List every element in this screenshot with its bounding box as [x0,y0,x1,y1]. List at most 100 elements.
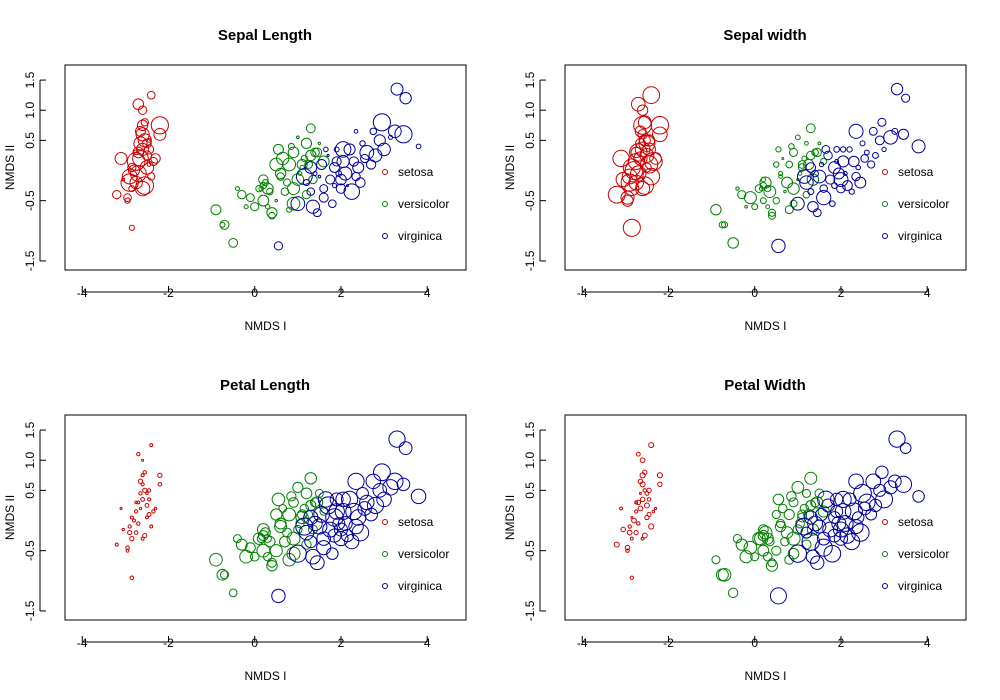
point-setosa [633,529,639,536]
point-setosa [642,86,661,104]
point-versicolor [296,135,300,140]
point-virginica [325,508,344,527]
point-setosa [128,224,135,231]
point-setosa [140,497,145,502]
point-versicolor [300,154,308,163]
point-versicolor [304,472,318,485]
point-virginica [832,521,849,538]
point-versicolor [767,208,777,217]
point-virginica [366,496,385,515]
point-versicolor [785,160,794,169]
point-virginica [331,182,338,189]
point-versicolor [765,204,771,210]
point-versicolor [735,186,740,191]
point-virginica [827,528,842,543]
point-virginica [859,140,866,147]
points-layer [607,82,926,254]
point-virginica [805,162,817,173]
point-virginica [819,184,828,193]
x-tick-label: 2 [838,286,845,300]
legend-marker [382,551,388,557]
point-setosa [639,481,646,488]
point-virginica [312,208,322,218]
point-setosa [153,127,167,141]
point-setosa [621,194,634,207]
point-versicolor [775,518,786,529]
point-virginica [890,82,904,96]
point-setosa [140,482,145,487]
point-versicolor [758,525,773,540]
point-setosa [146,90,156,100]
point-virginica [377,142,391,157]
point-setosa [630,146,642,159]
point-versicolor [710,204,722,216]
point-virginica [295,517,314,536]
point-versicolor [287,142,295,150]
point-setosa [146,162,152,167]
point-setosa [153,506,158,511]
point-virginica [365,473,382,490]
point-virginica [373,463,391,482]
point-virginica [771,238,786,254]
x-tick-label: -4 [77,286,88,300]
point-versicolor [791,481,805,494]
point-setosa [147,497,152,502]
point-versicolor [304,160,313,169]
point-virginica [883,130,898,145]
legend-marker [882,551,888,557]
point-virginica [271,588,286,604]
point-virginica [874,135,885,146]
point-setosa [635,451,641,457]
point-virginica [810,555,825,570]
point-setosa [146,488,152,493]
point-virginica [812,208,822,218]
point-virginica [881,146,887,153]
y-tick-label: -0.5 [23,540,37,561]
point-virginica [352,161,365,174]
point-virginica [344,533,360,550]
point-setosa [639,496,646,503]
point-versicolor [817,141,822,146]
point-setosa [127,162,137,173]
x-tick-label: -2 [163,636,174,650]
point-versicolor [743,540,758,555]
point-virginica [868,126,878,136]
point-virginica [875,465,889,479]
point-virginica [316,158,328,170]
point-versicolor [780,526,794,539]
x-axis-label: NMDS I [745,669,787,683]
point-virginica [373,134,386,147]
x-axis-label: NMDS I [745,319,787,333]
point-setosa [133,136,148,151]
point-setosa [136,119,149,132]
point-setosa [621,168,638,185]
point-virginica [833,146,841,153]
point-virginica [334,141,352,158]
point-setosa [631,96,646,112]
point-versicolor [805,123,816,134]
point-virginica [303,509,319,526]
y-tick-label: 0.5 [23,132,37,149]
point-virginica [803,510,818,525]
point-virginica [311,518,328,535]
point-versicolor [297,171,303,176]
point-versicolor [258,174,269,185]
point-virginica [317,174,322,179]
x-tick-label: 0 [251,286,258,300]
x-tick-label: 0 [751,286,758,300]
point-setosa [646,511,652,518]
point-versicolor [263,534,272,543]
point-virginica [348,156,360,167]
point-virginica [851,171,861,182]
point-virginica [356,486,369,500]
point-setosa [134,180,151,197]
point-setosa [140,473,145,478]
point-versicolor [784,205,794,215]
point-versicolor [772,196,780,205]
point-setosa [624,181,640,197]
point-versicolor [751,203,759,211]
x-tick-label: 0 [751,636,758,650]
point-virginica [368,148,383,163]
y-tick-label: -0.5 [23,190,37,211]
point-versicolor [219,221,226,228]
